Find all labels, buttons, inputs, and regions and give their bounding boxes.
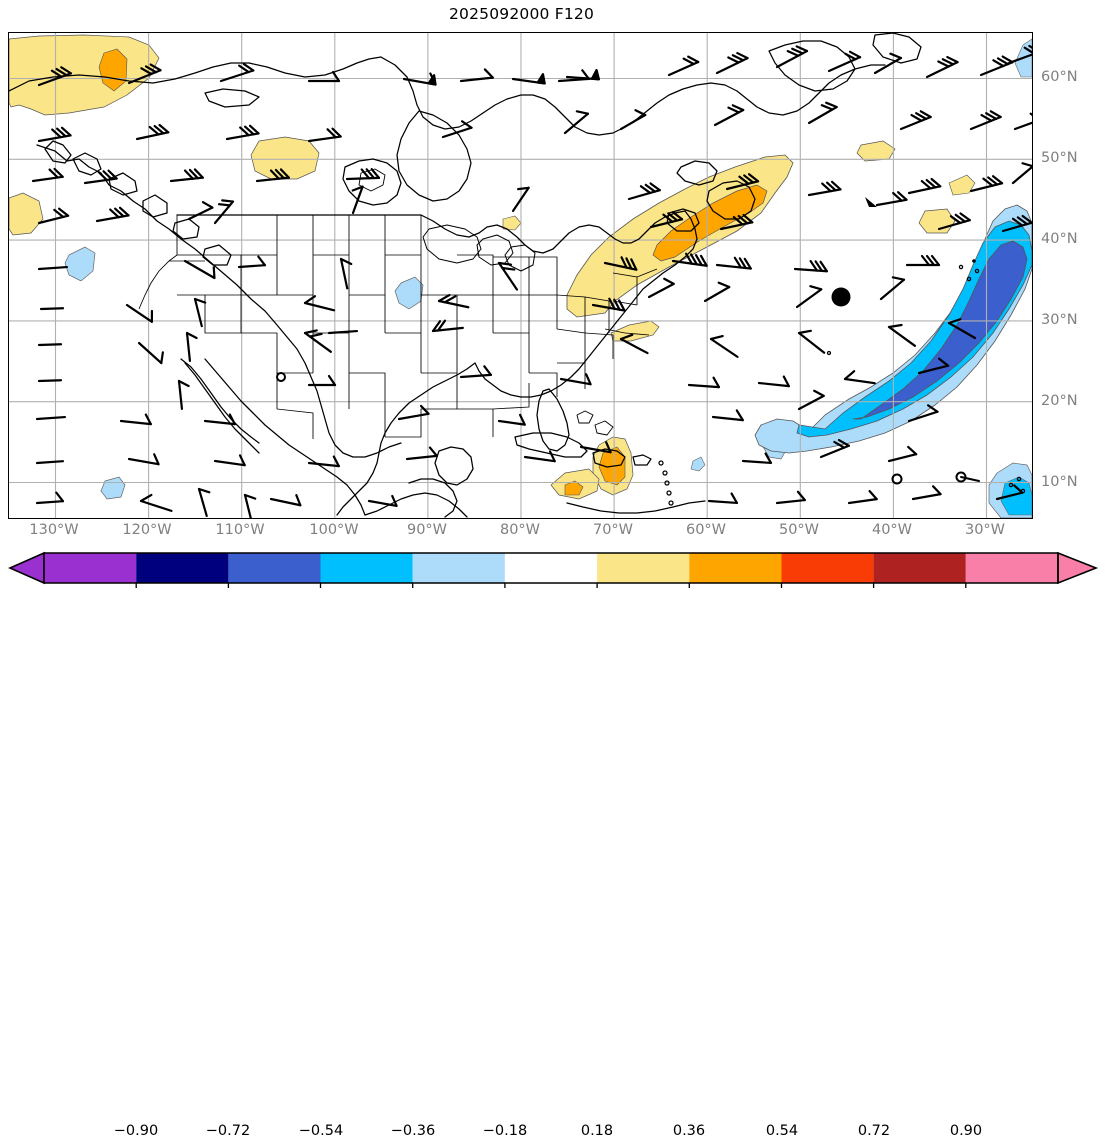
wind-barbs — [31, 44, 1032, 518]
lon-tick-0: 130°W — [29, 522, 79, 538]
colorbar-tick-2: −0.54 — [298, 1123, 344, 1139]
black-dot-marker — [831, 287, 851, 307]
lon-tick-3: 100°W — [309, 522, 359, 538]
colorbar-tick-5: 0.18 — [580, 1123, 614, 1139]
graticule — [9, 33, 1032, 518]
colorbar-tick-1: −0.72 — [205, 1123, 251, 1139]
lat-tick-10: 10°N — [1041, 474, 1078, 490]
colorbar-over-arrow — [1057, 551, 1099, 585]
colorbar-under-arrow — [8, 551, 45, 585]
state-borders — [138, 215, 658, 439]
lon-tick-2: 110°W — [215, 522, 265, 538]
colorbar-tick-6: 0.36 — [672, 1123, 706, 1139]
lon-tick-7: 60°W — [685, 522, 727, 538]
lon-tick-9: 40°W — [871, 522, 913, 538]
lat-tick-60: 60°N — [1041, 69, 1078, 85]
lat-tick-30: 30°N — [1041, 312, 1078, 328]
map-panel[interactable] — [8, 32, 1033, 519]
page-title: 2025092000 F120 — [448, 5, 595, 23]
colorbar-tick-0: −0.90 — [113, 1123, 159, 1139]
lat-tick-20: 20°N — [1041, 393, 1078, 409]
colorbar-tick-8: 0.72 — [857, 1123, 891, 1139]
colorbar-canvas — [8, 551, 1099, 588]
lon-tick-10: 30°W — [964, 522, 1006, 538]
lon-tick-5: 80°W — [499, 522, 541, 538]
colorbar[interactable]: −0.90 −0.72 −0.54 −0.36 −0.18 0.18 0.36 … — [0, 545, 1105, 1139]
lon-tick-1: 120°W — [122, 522, 172, 538]
lon-tick-6: 70°W — [592, 522, 634, 538]
colorbar-tick-7: 0.54 — [765, 1123, 799, 1139]
colorbar-tick-9: 0.90 — [949, 1123, 983, 1139]
lon-tick-8: 50°W — [778, 522, 820, 538]
colorbar-tick-4: −0.18 — [482, 1123, 528, 1139]
lon-tick-4: 90°W — [406, 522, 448, 538]
colorbar-tick-3: −0.36 — [390, 1123, 436, 1139]
lat-tick-50: 50°N — [1041, 150, 1078, 166]
coastlines — [9, 33, 1026, 518]
lat-tick-40: 40°N — [1041, 231, 1078, 247]
map-canvas — [9, 33, 1032, 518]
